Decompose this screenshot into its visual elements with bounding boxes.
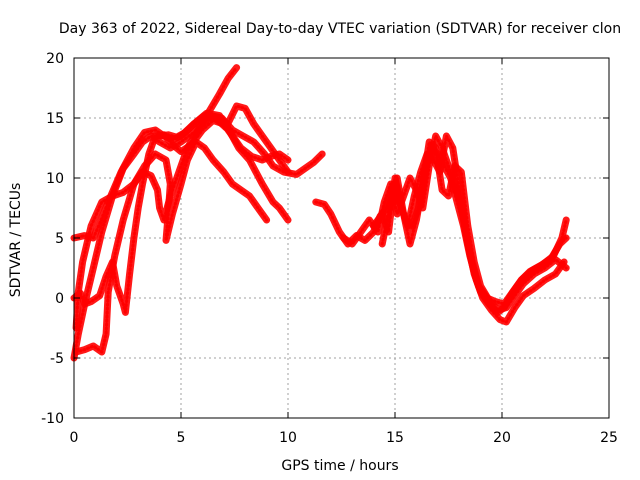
series-track-5 — [72, 138, 271, 356]
series-layer — [70, 64, 570, 362]
series-track-4-markers — [72, 118, 290, 314]
y-tick-label: 10 — [46, 171, 64, 187]
x-tick-labels: 0 5 10 15 20 25 — [70, 430, 618, 446]
y-tick-label: -5 — [50, 351, 64, 367]
series-track-6-markers — [158, 104, 290, 174]
y-tick-label: 15 — [46, 111, 64, 127]
series-track-2-markers — [72, 114, 324, 360]
y-axis-label: SDTVAR / TECUs — [8, 183, 24, 298]
y-tick-label: 0 — [55, 291, 64, 307]
y-tick-label: 20 — [46, 51, 64, 67]
y-tick-label: -10 — [41, 411, 64, 427]
axis-ticks — [73, 57, 610, 419]
x-axis-label: GPS time / hours — [281, 458, 398, 474]
x-tick-label: 5 — [177, 430, 186, 446]
x-tick-label: 25 — [600, 430, 618, 446]
x-tick-label: 20 — [493, 430, 511, 446]
y-tick-labels: -10 -5 0 5 10 15 20 — [41, 51, 64, 427]
series-track-5-markers — [74, 140, 269, 354]
x-tick-label: 10 — [279, 430, 297, 446]
x-tick-label: 0 — [70, 430, 79, 446]
y-tick-label: 5 — [55, 231, 64, 247]
x-tick-label: 15 — [386, 430, 404, 446]
chart-title: Day 363 of 2022, Sidereal Day-to-day VTE… — [59, 21, 621, 37]
series-track-10-markers — [380, 140, 568, 312]
series-track-2 — [70, 112, 326, 362]
